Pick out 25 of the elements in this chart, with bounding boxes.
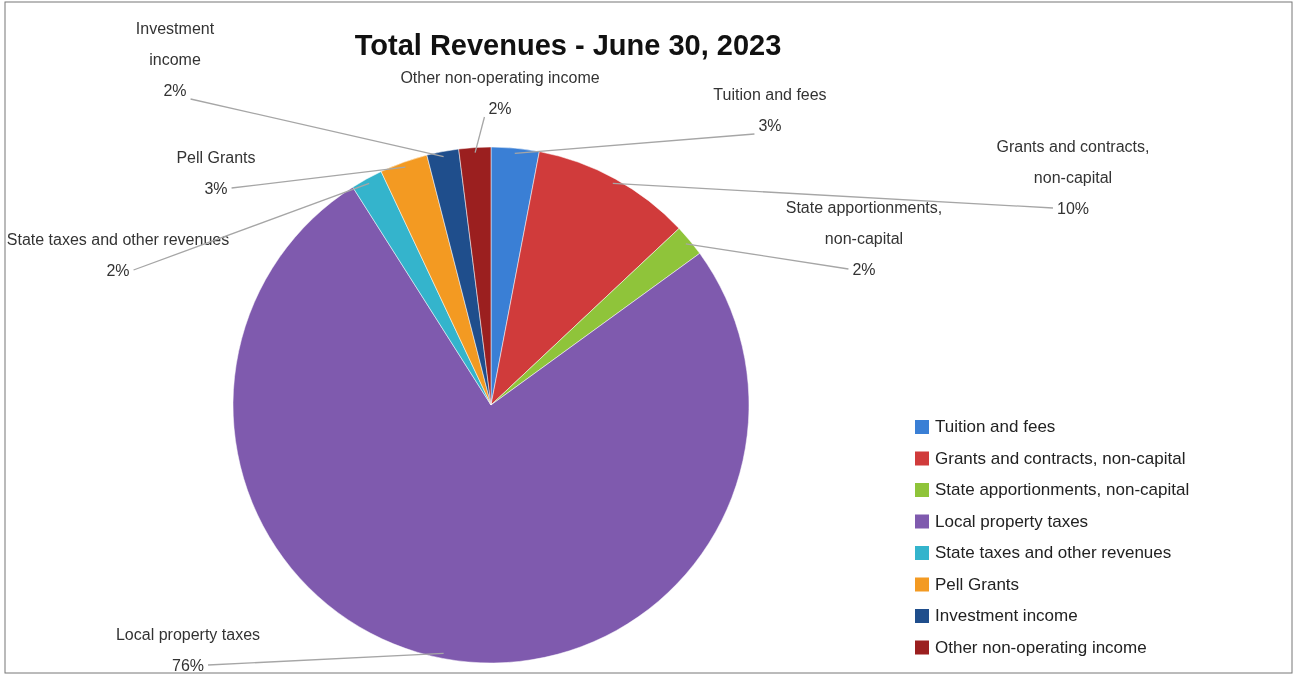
chart-title: Total Revenues - June 30, 2023: [354, 29, 782, 61]
slice-label: Other non-operating income: [400, 69, 600, 86]
slice-label: Pell Grants: [176, 149, 256, 166]
slice-label: Investment income: [135, 20, 215, 68]
data-label: 2%: [852, 261, 876, 278]
legend-label: Local property taxes: [935, 511, 1089, 531]
data-label: 76%: [171, 657, 205, 674]
legend-label: Pell Grants: [935, 574, 1020, 594]
slice-label: State taxes and other revenues: [6, 231, 230, 248]
data-label: 10%: [1056, 200, 1090, 217]
legend-label: State taxes and other revenues: [935, 543, 1172, 562]
data-label: 2%: [106, 262, 130, 279]
data-label: 3%: [758, 117, 782, 134]
data-label: 3%: [204, 180, 228, 197]
legend-label: Tuition and fees: [935, 417, 1056, 436]
legend-label: State apportionments, non-capital: [935, 480, 1190, 499]
legend-label: Grants and contracts, non-capital: [935, 448, 1186, 468]
slice-label: State apportionments, non-capital: [785, 199, 943, 247]
slice-label: Grants and contracts, non-capital: [996, 138, 1150, 186]
data-label: 2%: [488, 100, 512, 117]
legend-label: Investment income: [935, 606, 1078, 625]
data-label: 2%: [163, 82, 187, 99]
slice-label: Local property taxes: [115, 626, 261, 643]
slice-label: Tuition and fees: [713, 86, 827, 103]
legend-label: Other non-operating income: [935, 637, 1147, 657]
